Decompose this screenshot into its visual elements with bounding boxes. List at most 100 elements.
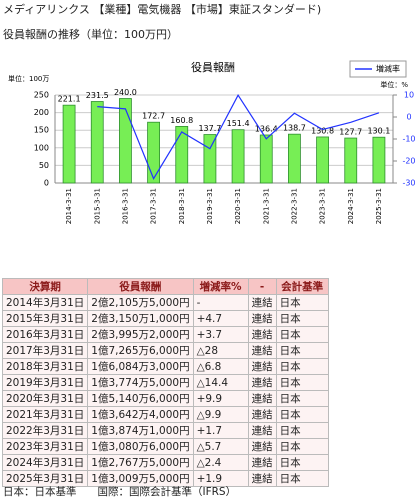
table-cell: 日本 [275,342,329,359]
table-cell: 日本 [275,358,329,375]
bar [316,136,329,184]
table-cell: 日本 [275,326,329,343]
y-tick-label: 100 [34,143,49,152]
legend-label: 増減率 [376,64,400,74]
bar-value-label: 138.7 [283,124,306,133]
table-cell: 2014年3月31日 [1,294,89,311]
bar-value-label: 231.5 [86,91,109,100]
table-cell: 連結 [247,358,277,375]
x-tick-label: 2021-3-31 [262,188,270,224]
table-cell: 2016年3月31日 [1,326,89,343]
bar [175,125,189,184]
table-cell: +4.7 [192,310,249,327]
bar [259,134,273,184]
table-row: 2017年3月31日 1億7,265万6,000円 △28 連結 日本 [1,342,329,359]
table-cell: 日本 [275,374,329,391]
y-tick-label: 150 [34,126,49,135]
x-tick-label: 2022-3-31 [290,188,298,224]
x-tick-label: 2016-3-31 [121,188,129,224]
table-cell: - [192,294,249,311]
table-cell: 2億2,105万5,000円 [87,294,194,311]
table-cell: 日本 [275,438,329,455]
y-tick-label: 250 [34,91,49,100]
bar-value-label: 137.7 [198,124,221,133]
x-tick-label: 2017-3-31 [150,188,158,224]
y-tick-label: 200 [34,108,49,117]
table-cell: 2017年3月31日 [1,342,89,359]
y2-axis-label: 単位：% [380,80,408,89]
table-row: 2018年3月31日 1億6,084万3,000円 △6.8 連結 日本 [1,358,329,375]
y2-tick-label: 0 [406,113,411,122]
y-tick-label: 0 [44,179,49,188]
table-cell: 1億5,140万6,000円 [87,390,194,407]
table-row: 2016年3月31日 2億3,995万2,000円 +3.7 連結 日本 [1,326,329,343]
x-tick-label: 2015-3-31 [93,188,101,224]
table-cell: 連結 [247,326,277,343]
x-tick-label: 2020-3-31 [234,188,242,224]
table-cell: 2025年3月31日 [1,470,89,487]
table-cell: 1億3,080万6,000円 [87,438,194,455]
x-tick-label: 2019-3-31 [206,188,214,224]
bar-value-label: 240.0 [114,88,137,97]
table-cell: 連結 [247,374,277,391]
table-cell: +3.7 [192,326,249,343]
table-cell: 1億3,642万4,000円 [87,406,194,423]
rate-line [97,94,380,180]
table-cell: 1億2,767万5,000円 [87,454,194,471]
bar [147,121,160,184]
table-cell: 連結 [247,438,277,455]
table-cell: 1億3,874万1,000円 [87,422,194,439]
table-cell: 2億3,150万1,000円 [87,310,194,327]
table-cell: △2.4 [192,454,249,471]
table-cell: 2022年3月31日 [1,422,89,439]
table-cell: 連結 [247,342,277,359]
table-cell: 2024年3月31日 [1,454,89,471]
table-cell: 2015年3月31日 [1,310,89,327]
table-cell: △6.8 [192,358,249,375]
table-cell: 1億3,774万5,000円 [87,374,194,391]
table-cell: 日本 [275,310,329,327]
table-cell: 1億3,009万5,000円 [87,470,194,487]
x-tick-label: 2025-3-31 [375,188,383,224]
footer-note: 日本：日本基準 国際：国際会計基準（IFRS） [3,486,237,498]
table-row: 2014年3月31日 2億2,105万5,000円 - 連結 日本 [1,294,329,311]
table-cell: 連結 [247,390,277,407]
x-tick-label: 2023-3-31 [319,188,327,224]
table-row: 2023年3月31日 1億3,080万6,000円 △5.7 連結 日本 [1,438,329,455]
table-cell: 連結 [247,422,277,439]
chart-title: 役員報酬 [191,60,235,74]
table-row: 2022年3月31日 1億3,874万1,000円 +1.7 連結 日本 [1,422,329,439]
y2-tick-label: 10 [404,91,414,100]
bar-value-label: 172.7 [142,112,165,121]
bar-value-label: 151.4 [227,119,250,128]
table-cell: 2023年3月31日 [1,438,89,455]
section-title: 役員報酬の推移（単位：100万円） [3,28,178,41]
table-row: 2021年3月31日 1億3,642万4,000円 △9.9 連結 日本 [1,406,329,423]
table-cell: 連結 [247,310,277,327]
table-row: 2020年3月31日 1億5,140万6,000円 +9.9 連結 日本 [1,390,329,407]
legend-box [349,60,407,78]
data-table: 決算期 役員報酬 増減率% - 会計基準 2014年3月31日 2億2,105万5,000円… [1,278,329,487]
table-cell: 日本 [275,422,329,439]
bar [372,136,386,184]
y-tick-label: 50 [39,161,49,170]
x-tick-label: 2024-3-31 [347,188,355,224]
bar [344,137,358,184]
table-cell: △5.7 [192,438,249,455]
table-cell: +1.9 [192,470,249,487]
table-cell: +9.9 [192,390,249,407]
y2-tick-label: -20 [402,157,415,166]
table-cell: 日本 [275,294,329,311]
bar [288,133,301,184]
table-cell: 2018年3月31日 [1,358,89,375]
x-tick-label: 2018-3-31 [178,188,186,224]
y-axis-label: 単位：100万 [8,74,49,83]
table-cell: △9.9 [192,406,249,423]
x-tick-label: 2014-3-31 [65,188,73,224]
bar-value-label: 136.4 [255,124,278,133]
table-cell: 2億3,995万2,000円 [87,326,194,343]
bar-value-label: 127.7 [339,128,362,137]
bar-value-label: 221.1 [58,95,81,104]
